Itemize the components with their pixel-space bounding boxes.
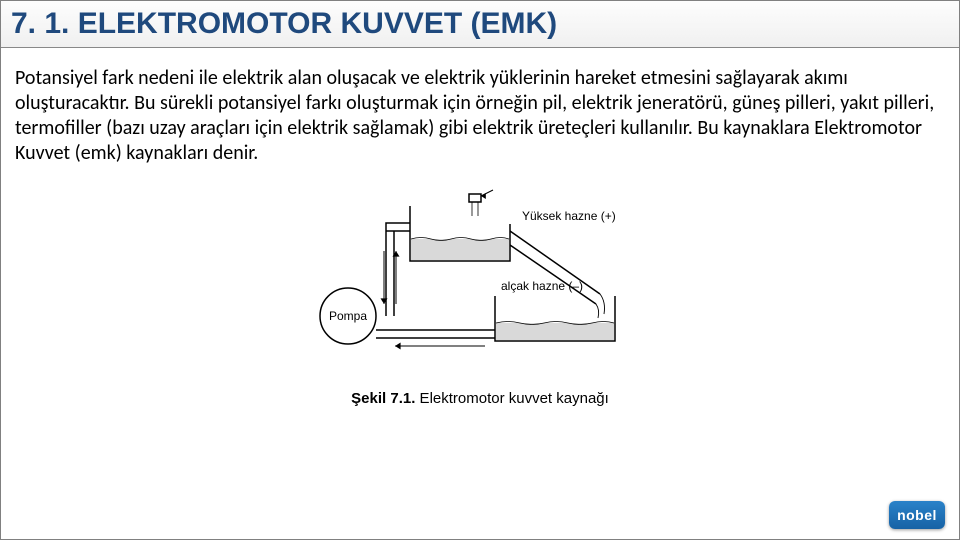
caption-bold: Şekil 7.1. [351, 390, 415, 407]
publisher-logo: nobel [889, 501, 945, 529]
svg-text:alçak hazne (–): alçak hazne (–) [501, 279, 583, 293]
figure-caption: Şekil 7.1. Elektromotor kuvvet kaynağı [300, 390, 660, 407]
page-title: 7. 1. ELEKTROMOTOR KUVVET (EMK) [11, 7, 949, 41]
caption-text: Elektromotor kuvvet kaynağı [415, 390, 608, 407]
svg-text:Pompa: Pompa [329, 309, 367, 323]
body-paragraph: Potansiyel fark nedeni ile elektrik alan… [1, 48, 959, 166]
figure-container: Yüksek hazne (+) alçak hazne (–) Pompa Şek… [1, 176, 959, 408]
title-bar: 7. 1. ELEKTROMOTOR KUVVET (EMK) [1, 1, 959, 48]
slide: 7. 1. ELEKTROMOTOR KUVVET (EMK) Potansiy… [0, 0, 960, 540]
diagram-wrap: Yüksek hazne (+) alçak hazne (–) Pompa Şek… [300, 176, 660, 407]
svg-text:Yüksek hazne (+): Yüksek hazne (+) [522, 209, 616, 223]
emk-diagram: Yüksek hazne (+) alçak hazne (–) Pompa [300, 176, 660, 386]
